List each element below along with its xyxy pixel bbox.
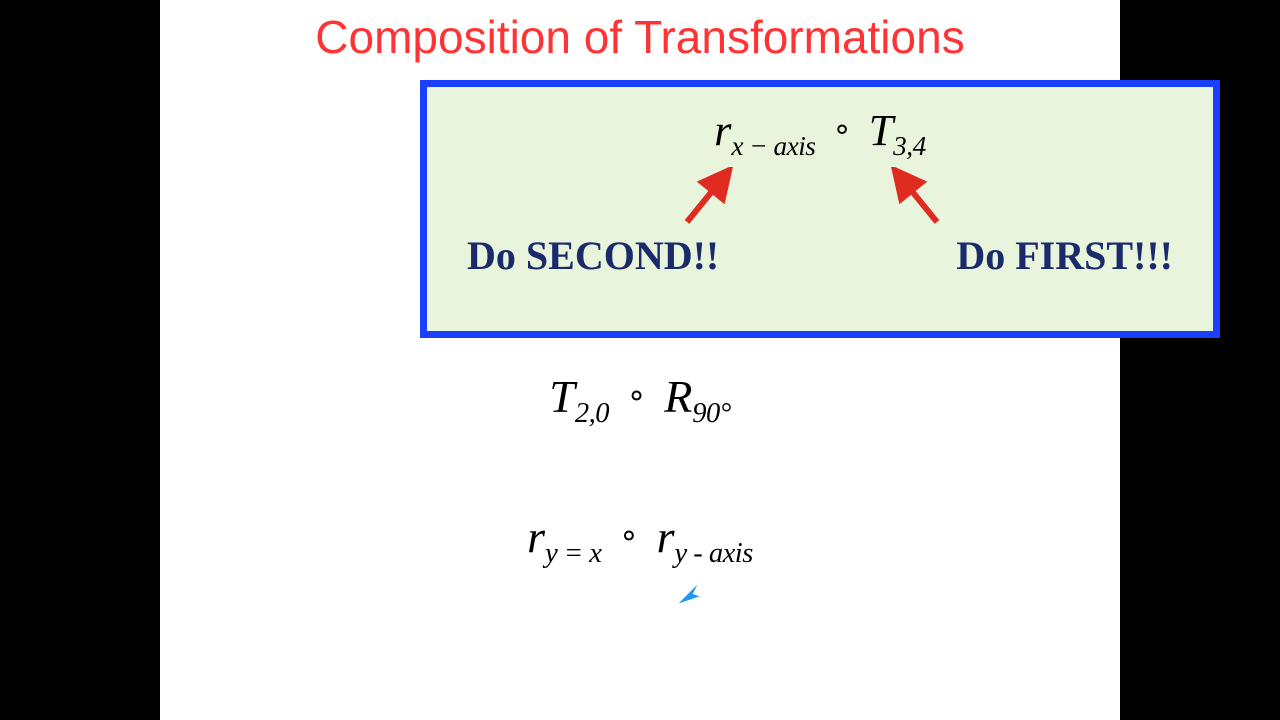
arrow-left-icon — [677, 167, 737, 227]
definition-box: rx − axis ∘ T3,4 Do SECOND!! — [420, 80, 1220, 338]
formula2-right-base: R — [664, 371, 692, 422]
formula3-right-base: r — [657, 511, 675, 562]
compose-symbol-3: ∘ — [613, 517, 645, 553]
formula3-left-base: r — [527, 511, 545, 562]
formula1-left-base: r — [714, 106, 731, 155]
do-second-label: Do SECOND!! — [467, 232, 719, 279]
formula1-left-sub: x − axis — [731, 131, 815, 161]
formula2-left-sub: 2,0 — [575, 398, 609, 429]
compose-symbol-2: ∘ — [621, 377, 653, 413]
formula1-right-sub: 3,4 — [893, 131, 926, 161]
page-title: Composition of Transformations — [160, 0, 1120, 64]
formula3-left-sub: y = x — [545, 538, 601, 569]
formula2-right-sub: 90° — [692, 398, 730, 429]
formula2-left-base: T — [549, 371, 575, 422]
formula1-right-base: T — [869, 106, 893, 155]
box-formula: rx − axis ∘ T3,4 — [427, 105, 1213, 162]
slide: Composition of Transformations rx − axis… — [160, 0, 1120, 720]
do-first-label: Do FIRST!!! — [956, 232, 1173, 279]
formula-3: ry = x ∘ ry - axis — [160, 510, 1120, 570]
formula-2: T2,0 ∘ R90° — [160, 370, 1120, 430]
arrow-right-icon — [887, 167, 947, 227]
formula3-right-sub: y - axis — [674, 538, 752, 569]
compose-symbol: ∘ — [826, 112, 857, 146]
cursor-icon — [674, 580, 702, 608]
